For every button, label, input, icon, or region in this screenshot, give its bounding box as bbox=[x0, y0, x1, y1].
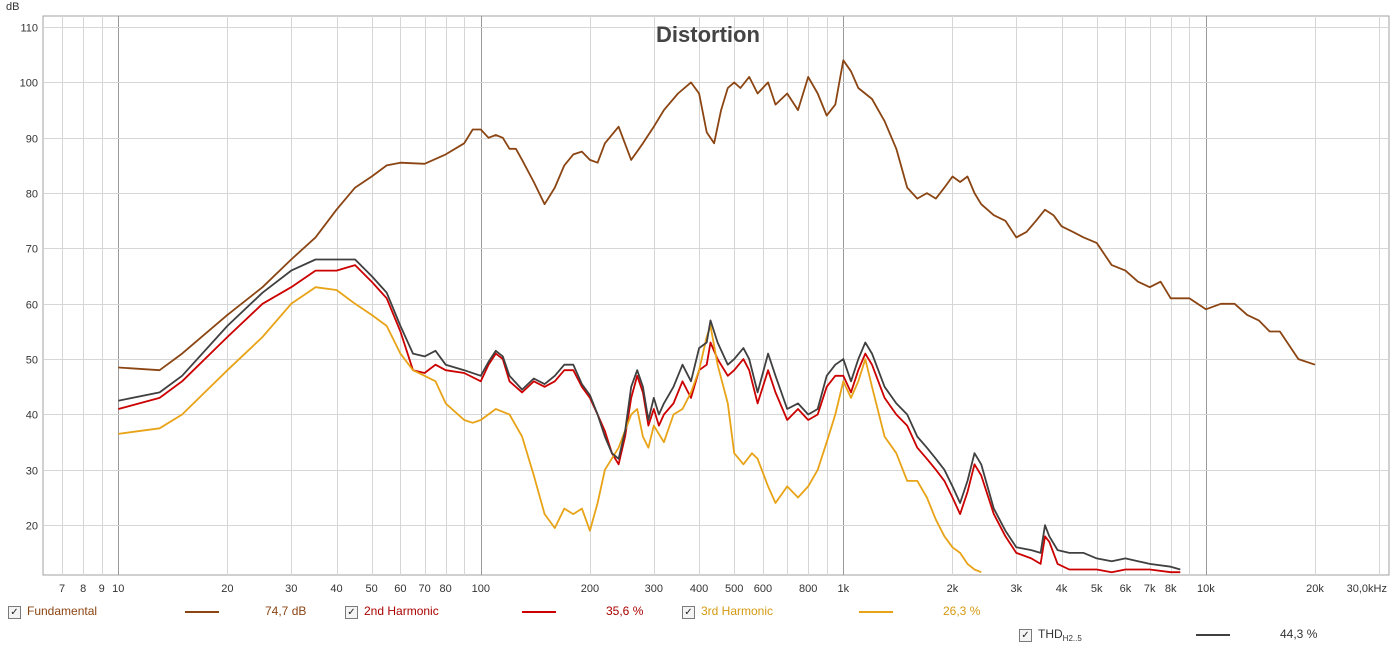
x-tick-label: 600 bbox=[754, 583, 772, 595]
chart-title: Distortion bbox=[656, 22, 760, 47]
legend-value-2nd-harmonic: 35,6 % bbox=[606, 604, 644, 618]
grid-lines bbox=[43, 16, 1389, 575]
y-tick-label: 60 bbox=[26, 300, 38, 312]
series-line-3rd-harmonic bbox=[118, 286, 982, 574]
x-tick-label: 4k bbox=[1056, 583, 1068, 595]
y-tick-label: 70 bbox=[26, 244, 38, 256]
x-tick-label: 200 bbox=[581, 583, 599, 595]
x-tick-label: 5k bbox=[1091, 583, 1103, 595]
x-tick-label: 8k bbox=[1165, 583, 1177, 595]
checkbox-2nd-harmonic[interactable]: ✓ bbox=[345, 605, 358, 619]
legend-item-thd[interactable]: ✓ bbox=[1019, 626, 1032, 644]
y-tick-label: 40 bbox=[26, 410, 38, 422]
legend-value-3rd-harmonic: 26,3 % bbox=[943, 604, 981, 618]
x-tick-label: 20 bbox=[221, 583, 233, 595]
y-tick-label: 50 bbox=[26, 355, 38, 367]
legend-label-fundamental: Fundamental bbox=[27, 604, 98, 618]
distortion-chart: 20 30 40 50 60 70 80 90 100 110 7 8 9 10 20 30 40 50 60 70… bbox=[6, 1, 1390, 595]
legend-swatch-3rd-harmonic bbox=[859, 611, 893, 613]
legend-label-thd-sub: H2..5 bbox=[1062, 634, 1082, 643]
x-tick-label: 20k bbox=[1306, 583, 1324, 595]
x-tick-label: 30 bbox=[285, 583, 297, 595]
legend-row-2: ✓ THDH2..5 44,3 % bbox=[0, 626, 1395, 644]
y-tick-label: 100 bbox=[20, 78, 38, 90]
x-tick-label: 3k bbox=[1010, 583, 1022, 595]
legend-swatch-fundamental bbox=[185, 611, 219, 613]
x-tick-label: 6k bbox=[1120, 583, 1132, 595]
legend-label-2nd-harmonic: 2nd Harmonic bbox=[364, 604, 439, 618]
legend-item-3rd-harmonic[interactable]: ✓ bbox=[682, 603, 695, 621]
legend-value-fundamental: 74,7 dB bbox=[265, 604, 307, 618]
x-tick-label: 30,0kHz bbox=[1347, 583, 1387, 595]
legend-label-3rd-harmonic: 3rd Harmonic bbox=[701, 604, 774, 618]
y-tick-label: 30 bbox=[26, 466, 38, 478]
x-tick-label: 2k bbox=[947, 583, 959, 595]
series-line-2nd-harmonic bbox=[118, 264, 1181, 574]
y-tick-label: 80 bbox=[26, 189, 38, 201]
x-tick-label: 9 bbox=[99, 583, 105, 595]
x-tick-label: 300 bbox=[645, 583, 663, 595]
x-tick-label: 400 bbox=[690, 583, 708, 595]
legend-swatch-2nd-harmonic bbox=[522, 611, 556, 613]
x-tick-label: 8 bbox=[80, 583, 86, 595]
x-tick-label: 1k bbox=[838, 583, 850, 595]
x-tick-label: 800 bbox=[799, 583, 817, 595]
x-tick-label: 50 bbox=[366, 583, 378, 595]
x-tick-label: 10k bbox=[1197, 583, 1215, 595]
x-tick-label: 80 bbox=[440, 583, 452, 595]
checkbox-thd[interactable]: ✓ bbox=[1019, 628, 1032, 642]
checkbox-fundamental[interactable]: ✓ bbox=[8, 605, 21, 619]
x-tick-label: 70 bbox=[419, 583, 431, 595]
legend-row-1: ✓ Fundamental 74,7 dB ✓ 2nd Harmonic 35,… bbox=[0, 603, 1395, 621]
y-tick-label: 20 bbox=[26, 521, 38, 533]
x-tick-label: 100 bbox=[472, 583, 490, 595]
y-axis-ticks: 20 30 40 50 60 70 80 90 100 110 bbox=[20, 23, 38, 533]
legend-item-2nd-harmonic[interactable]: ✓ bbox=[345, 603, 358, 621]
series-group bbox=[118, 59, 1316, 574]
plot-area bbox=[42, 15, 1390, 576]
x-tick-label: 40 bbox=[330, 583, 342, 595]
legend-label-thd: THDH2..5 bbox=[1038, 627, 1082, 643]
legend-label-thd-main: THD bbox=[1038, 627, 1063, 641]
legend-item-fundamental[interactable]: ✓ bbox=[8, 603, 21, 621]
y-tick-label: 110 bbox=[20, 23, 38, 35]
series-line-fundamental bbox=[118, 59, 1316, 372]
x-tick-label: 7 bbox=[59, 583, 65, 595]
y-tick-label: 90 bbox=[26, 134, 38, 146]
y-axis-label: dB bbox=[6, 1, 19, 13]
series-line-thd bbox=[118, 258, 1181, 571]
checkbox-3rd-harmonic[interactable]: ✓ bbox=[682, 605, 695, 619]
legend-value-thd: 44,3 % bbox=[1280, 627, 1318, 641]
x-tick-label: 7k bbox=[1144, 583, 1156, 595]
legend-swatch-thd bbox=[1196, 634, 1230, 636]
x-axis-ticks: 7 8 9 10 20 30 40 50 60 70 80 100 200 300 400 500 600 800… bbox=[59, 583, 1387, 595]
x-tick-label: 10 bbox=[112, 583, 124, 595]
x-tick-label: 60 bbox=[394, 583, 406, 595]
x-tick-label: 500 bbox=[725, 583, 743, 595]
